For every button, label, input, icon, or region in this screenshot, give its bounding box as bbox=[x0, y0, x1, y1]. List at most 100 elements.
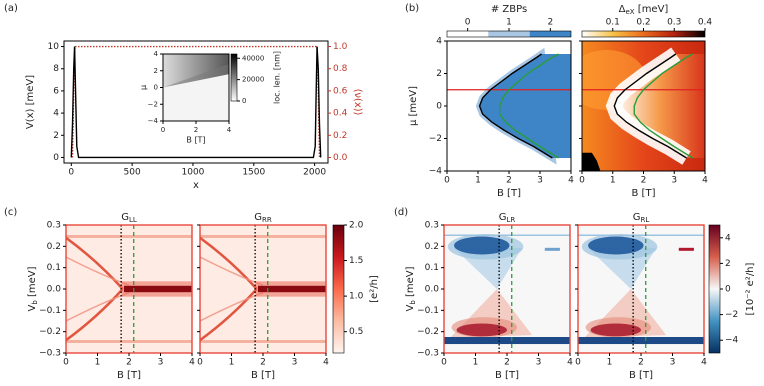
heatmap-wedge bbox=[163, 54, 229, 88]
x-tick-label: 4 bbox=[323, 358, 329, 368]
x-tick-label: 2 bbox=[641, 176, 647, 186]
y-tick-label: 0.2 bbox=[425, 242, 439, 252]
y-tick-label: 4 bbox=[154, 50, 159, 58]
y-tick-label: −2 bbox=[148, 100, 158, 108]
y2-tick-label: 0.6 bbox=[333, 86, 348, 96]
colorbar-tick-label: 1.5 bbox=[349, 256, 363, 266]
panel-title-sub: RL bbox=[640, 216, 649, 224]
panel-title-sub: LL bbox=[129, 216, 137, 224]
colorbar-tick-label: 2.0 bbox=[349, 221, 364, 231]
x-tick-label: 2 bbox=[194, 126, 198, 134]
x-tick-label: 4 bbox=[701, 358, 707, 368]
panel-title: GRL bbox=[633, 212, 650, 224]
y-tick-label: 2 bbox=[154, 67, 158, 75]
colorbar bbox=[581, 30, 706, 38]
x-axis-label: x bbox=[193, 180, 199, 191]
y2-axis-label: ⟨ν(x)⟩ bbox=[352, 88, 363, 115]
colorbar-segment bbox=[529, 31, 571, 37]
blue-blob bbox=[454, 236, 510, 255]
x-tick-label: 4 bbox=[568, 176, 574, 186]
y-tick-label: 0 bbox=[436, 102, 442, 112]
x-tick-label: 0 bbox=[579, 176, 585, 186]
y-axis-label: μ bbox=[139, 85, 148, 90]
x-tick-label: 4 bbox=[702, 176, 708, 186]
colorbar-label-main: # ZBPs bbox=[491, 4, 527, 15]
panel-title-sub: RR bbox=[262, 216, 272, 224]
colorbar-label: # ZBPs bbox=[491, 4, 527, 15]
y-tick-label: −0.2 bbox=[39, 327, 61, 337]
plot-area bbox=[447, 47, 571, 165]
y2-tick-label: 0.8 bbox=[333, 64, 348, 74]
x-tick-label: 0 bbox=[197, 358, 203, 368]
y-axis-label-main: μ bbox=[139, 85, 148, 90]
y-tick-label: 8 bbox=[53, 64, 59, 74]
x-tick-label: 1 bbox=[229, 358, 235, 368]
colorbar-tick-label: 0.1 bbox=[606, 18, 620, 28]
axes-frame bbox=[63, 40, 329, 164]
panel-title-main: G bbox=[121, 212, 129, 223]
x-axis-label: B [T] bbox=[495, 370, 519, 381]
y-axis-label: Vb [meV] bbox=[405, 266, 417, 311]
plot-area bbox=[200, 225, 326, 353]
y-tick-label: 0.3 bbox=[425, 221, 439, 231]
colorbar-label-sub: eX bbox=[626, 8, 635, 16]
zbp-band bbox=[123, 285, 192, 293]
colorbar-tick-label: 0.2 bbox=[636, 18, 650, 28]
x-tick-label: 2 bbox=[504, 358, 510, 368]
panel-label: (d) bbox=[394, 207, 408, 218]
x-axis-label: B [T] bbox=[117, 370, 141, 381]
y-tick-label: 0.1 bbox=[47, 263, 61, 273]
x-tick-label: 3 bbox=[292, 358, 298, 368]
colorbar-tick-label: 2 bbox=[725, 259, 731, 269]
panel-label: (a) bbox=[4, 3, 18, 14]
x-tick-label: 2000 bbox=[303, 168, 326, 178]
colorbar-tick-label: 20000 bbox=[242, 76, 264, 84]
y-tick-label: −2 bbox=[429, 134, 442, 144]
x-tick-label: 3 bbox=[537, 176, 543, 186]
colorbar bbox=[708, 224, 721, 354]
panel-title: GLR bbox=[499, 212, 516, 224]
x-tick-label: 0 bbox=[441, 358, 447, 368]
colorbar-label: ΔeX [meV] bbox=[619, 4, 669, 16]
panel-title-main: G bbox=[499, 212, 507, 223]
x-tick-label: 1 bbox=[473, 358, 479, 368]
red-blob bbox=[590, 323, 641, 337]
y-axis-label-unit: [meV] bbox=[27, 266, 38, 300]
y-axis-label: Vb [meV] bbox=[27, 266, 39, 311]
colorbar-tick-label: 40000 bbox=[242, 54, 264, 62]
y-tick-label: 0 bbox=[53, 153, 59, 163]
blue-blob bbox=[588, 236, 644, 255]
y-axis-label-main: V bbox=[27, 305, 38, 312]
colorbar-tick-label: 0 bbox=[725, 285, 731, 295]
x-tick-label: 4 bbox=[567, 358, 573, 368]
x-tick-label: 1 bbox=[610, 176, 616, 186]
series-line bbox=[70, 46, 322, 159]
plot-area bbox=[578, 225, 704, 353]
y-tick-label: −0.3 bbox=[417, 349, 439, 359]
heatmap-crossing bbox=[200, 236, 258, 342]
colorbar-label-unit: [meV] bbox=[635, 4, 669, 15]
plot-area bbox=[66, 225, 192, 353]
colorbar-label: loc. len. [nm] bbox=[273, 51, 282, 104]
phase-boundary bbox=[478, 53, 553, 159]
y-tick-label: 0.0 bbox=[47, 285, 62, 295]
panel-title-main: G bbox=[633, 212, 641, 223]
colorbar-segment bbox=[447, 31, 489, 37]
colorbar-segment bbox=[488, 31, 530, 37]
blue-band bbox=[444, 337, 570, 345]
y-tick-label: −0.2 bbox=[417, 327, 439, 337]
y-tick-label: 4 bbox=[53, 109, 59, 119]
phase-boundary bbox=[499, 53, 559, 159]
dark-corner bbox=[582, 152, 601, 171]
x-tick-label: 0 bbox=[444, 176, 450, 186]
y-tick-label: 2 bbox=[53, 131, 59, 141]
x-tick-label: 3 bbox=[671, 176, 677, 186]
y2-tick-label: 0.0 bbox=[333, 153, 348, 163]
plot-area bbox=[444, 225, 570, 353]
x-tick-label: 4 bbox=[189, 358, 195, 368]
zbp-band bbox=[257, 285, 326, 293]
panel-title-sub: LR bbox=[506, 216, 515, 224]
panel-label: (b) bbox=[405, 3, 419, 14]
x-tick-label: 1 bbox=[607, 358, 613, 368]
x-tick-label: 2 bbox=[126, 358, 132, 368]
